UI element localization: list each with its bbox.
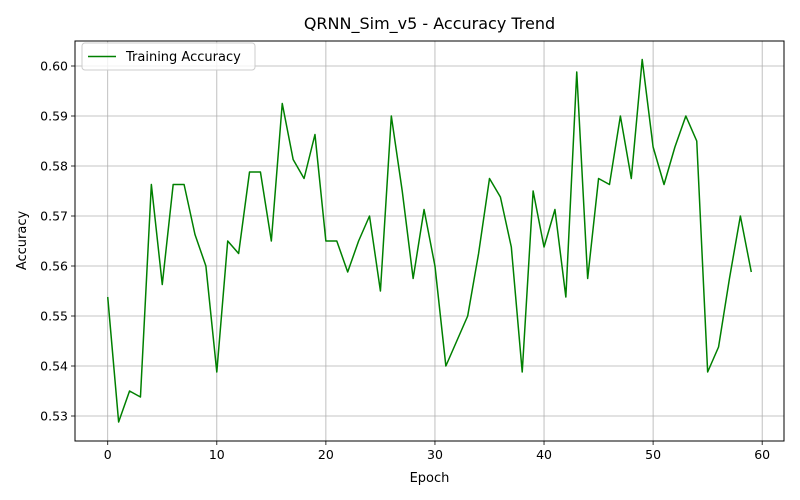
x-tick-label: 0 [104, 447, 112, 462]
x-tick-label: 60 [754, 447, 770, 462]
y-tick-label: 0.58 [40, 159, 68, 174]
series-layer [106, 58, 753, 423]
x-axis-label: Epoch [410, 471, 450, 486]
y-tick-label: 0.59 [40, 109, 68, 124]
grid [75, 41, 784, 441]
y-axis-label: Accuracy [15, 211, 30, 271]
y-tick-label: 0.53 [40, 409, 68, 424]
legend: Training Accuracy [81, 42, 256, 71]
chart-title: QRNN_Sim_v5 - Accuracy Trend [304, 14, 555, 34]
series-line-training-accuracy [106, 58, 753, 423]
x-tick-label: 50 [645, 447, 661, 462]
legend-box [81, 42, 256, 71]
x-tick-label: 10 [209, 447, 225, 462]
y-tick-label: 0.56 [40, 259, 68, 274]
plot-frame [74, 40, 785, 442]
x-tick-label: 40 [536, 447, 552, 462]
y-tick-label: 0.57 [40, 209, 68, 224]
x-tick-label: 20 [318, 447, 334, 462]
ticks: 0 10 20 30 40 50 60 0.53 0.54 0.55 0.56 0.57 0.58 0.5… [40, 59, 770, 463]
y-tick-label: 0.60 [40, 59, 68, 74]
legend-label: Training Accuracy [125, 50, 241, 65]
y-tick-label: 0.55 [40, 309, 68, 324]
y-tick-label: 0.54 [40, 359, 68, 374]
x-tick-label: 30 [427, 447, 443, 462]
